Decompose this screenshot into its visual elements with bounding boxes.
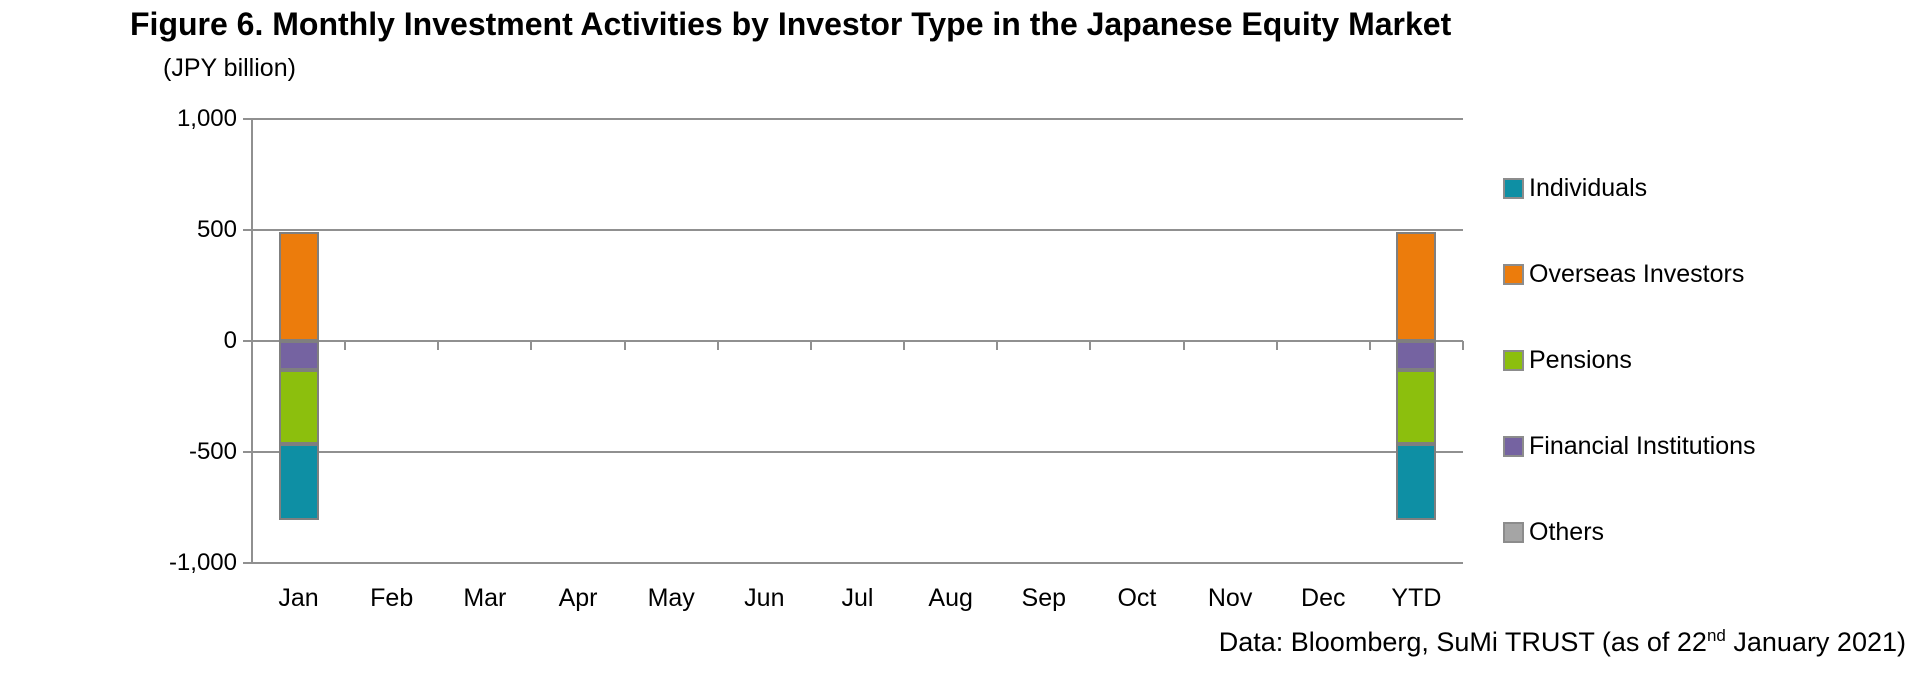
y-tick-label: 1,000 <box>176 105 237 132</box>
gridline <box>243 451 1463 453</box>
legend-item-label: Pensions <box>1529 345 1632 374</box>
legend-swatch-icon <box>1503 177 1524 199</box>
x-tick-label: Jan <box>278 584 319 612</box>
x-tick-label: Nov <box>1207 584 1253 612</box>
bar-segment-financial-institutions <box>278 341 319 370</box>
bar-segment-overseas-investors <box>1396 232 1437 341</box>
gridline <box>243 562 1463 564</box>
x-tick-label: Jun <box>744 584 785 612</box>
x-tick-label: YTD <box>1391 584 1442 612</box>
legend-item: Financial Institutions <box>1503 431 1756 461</box>
legend-item-label: Overseas Investors <box>1529 259 1745 288</box>
category-tick <box>1089 341 1092 350</box>
x-tick-label: Sep <box>1021 584 1067 612</box>
category-tick <box>530 341 533 350</box>
chart-title: Figure 6. Monthly Investment Activities … <box>130 6 1452 42</box>
legend-item: Pensions <box>1503 345 1632 375</box>
gridline <box>243 118 1463 120</box>
gridline <box>243 229 1463 231</box>
category-tick <box>344 341 347 350</box>
y-axis-line <box>251 119 253 563</box>
category-tick <box>809 341 812 350</box>
category-tick <box>996 341 999 350</box>
legend-swatch-icon <box>1503 435 1524 457</box>
y-tick-label: -1,000 <box>168 549 237 576</box>
x-tick-label: Jul <box>841 584 874 612</box>
x-tick-label: May <box>647 584 695 612</box>
bar-segment-individuals <box>1396 444 1437 520</box>
bar-segment-pensions <box>1396 369 1437 445</box>
category-tick <box>1182 341 1185 350</box>
plot-area <box>243 118 1464 564</box>
category-tick <box>623 341 626 350</box>
y-tick-label: 500 <box>196 216 237 243</box>
legend-swatch-icon <box>1503 521 1524 543</box>
category-tick <box>1368 341 1371 350</box>
legend-item-label: Financial Institutions <box>1529 431 1756 460</box>
legend-swatch-icon <box>1503 263 1524 285</box>
x-tick-label: Mar <box>463 584 507 612</box>
bar-segment-individuals <box>278 444 319 520</box>
category-tick <box>1275 341 1278 350</box>
x-tick-label: Apr <box>558 584 598 612</box>
y-tick-label: 0 <box>223 327 237 354</box>
legend-item: Overseas Investors <box>1503 259 1744 289</box>
bar-segment-financial-institutions <box>1396 341 1437 370</box>
source-note: Data: Bloomberg, SuMi TRUST (as of 22nd … <box>1219 627 1906 658</box>
y-tick-label: -500 <box>188 438 237 465</box>
bar-segment-pensions <box>278 369 319 445</box>
source-text-suffix: January 2021) <box>1725 627 1906 657</box>
y-axis-units-label: (JPY billion) <box>163 54 296 82</box>
legend-item: Individuals <box>1503 173 1647 203</box>
legend-item-label: Others <box>1529 517 1605 546</box>
x-tick-label: Oct <box>1117 584 1157 612</box>
category-tick <box>903 341 906 350</box>
x-tick-label: Dec <box>1301 584 1346 612</box>
source-text: Data: Bloomberg, SuMi TRUST (as of 22 <box>1218 627 1707 657</box>
source-superscript: nd <box>1706 626 1726 645</box>
category-axis-line <box>243 340 1463 342</box>
legend-item-label: Individuals <box>1529 173 1648 202</box>
bar-segment-overseas-investors <box>278 232 319 341</box>
category-tick <box>437 341 440 350</box>
category-tick <box>1462 341 1464 350</box>
category-tick <box>716 341 719 350</box>
legend-item: Others <box>1503 517 1604 547</box>
legend-swatch-icon <box>1503 349 1524 371</box>
x-tick-label: Aug <box>928 584 973 612</box>
x-tick-label: Feb <box>370 584 414 612</box>
